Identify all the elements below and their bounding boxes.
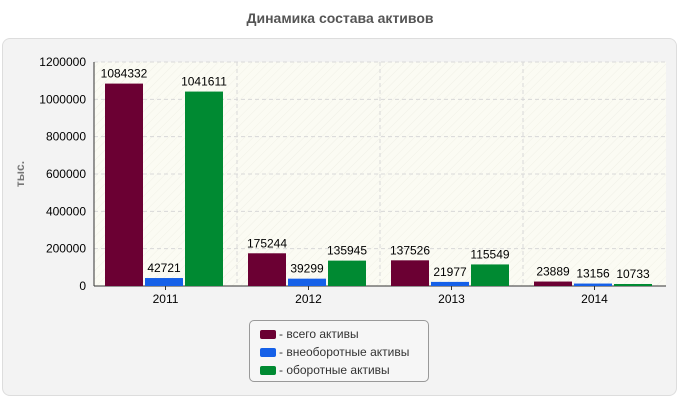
- bar: [105, 83, 143, 286]
- bar-value-label: 175244: [247, 236, 287, 250]
- bar: [471, 264, 509, 286]
- bar-value-label: 135945: [327, 244, 367, 258]
- bar: [391, 260, 429, 286]
- y-tick-label: 0: [79, 279, 86, 293]
- legend: - всего активы - внеоборотные активы - о…: [249, 320, 429, 382]
- x-tick-label: 2012: [295, 292, 322, 306]
- bar: [185, 91, 223, 286]
- bar-value-label: 10733: [616, 267, 650, 281]
- x-tick-label: 2014: [581, 292, 608, 306]
- bar-value-label: 42721: [147, 261, 181, 275]
- bar: [248, 253, 286, 286]
- bar-value-label: 39299: [290, 262, 324, 276]
- legend-swatch-noncurrent: [260, 347, 276, 357]
- bar-value-label: 13156: [576, 267, 610, 281]
- bar: [145, 278, 183, 286]
- bar-value-label: 23889: [536, 265, 570, 279]
- y-tick-label: 600000: [46, 167, 86, 181]
- y-tick-label: 200000: [46, 242, 86, 256]
- legend-label-total: - всего активы: [279, 327, 359, 341]
- bar: [431, 281, 469, 286]
- y-tick-label: 400000: [46, 204, 86, 218]
- bar-value-label: 1041611: [181, 75, 227, 89]
- y-tick-label: 1200000: [39, 55, 86, 69]
- y-axis-title: тыс.: [13, 161, 27, 187]
- x-tick-label: 2011: [153, 292, 179, 306]
- legend-swatch-total: [260, 329, 276, 339]
- chart-title: Динамика состава активов: [246, 10, 434, 26]
- bar: [534, 281, 572, 286]
- bar-value-label: 21977: [433, 265, 467, 279]
- y-tick-label: 800000: [46, 130, 86, 144]
- bar-value-label: 1084332: [101, 67, 148, 81]
- x-tick-label: 2013: [438, 292, 465, 306]
- legend-item-total[interactable]: - всего активы: [260, 325, 428, 343]
- bar: [288, 278, 326, 286]
- bar: [574, 283, 612, 286]
- legend-swatch-current: [260, 365, 276, 375]
- legend-item-current[interactable]: - оборотные активы: [260, 361, 428, 379]
- bar-value-label: 137526: [390, 243, 430, 257]
- legend-label-current: - оборотные активы: [279, 363, 390, 377]
- bar-value-label: 115549: [470, 247, 509, 261]
- y-tick-label: 1000000: [39, 92, 86, 106]
- bar: [614, 283, 652, 286]
- bar: [328, 260, 366, 286]
- legend-label-noncurrent: - внеоборотные активы: [279, 345, 410, 359]
- legend-item-noncurrent[interactable]: - внеоборотные активы: [260, 343, 428, 361]
